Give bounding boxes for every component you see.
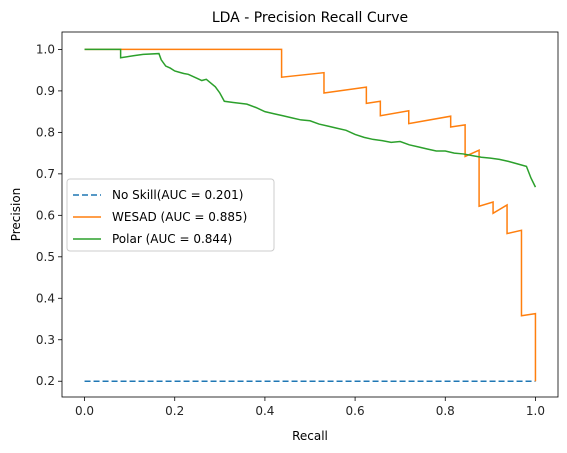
y-tick-label: 1.0 — [36, 42, 55, 56]
y-axis-ticks: 0.2 0.3 0.4 0.5 0.6 0.7 0.8 0.9 1.0 — [36, 42, 62, 388]
series-line-2 — [84, 48, 537, 188]
x-tick-label: 1.0 — [526, 404, 545, 418]
y-tick-label: 0.5 — [36, 250, 55, 264]
x-tick-label: 0.4 — [255, 404, 274, 418]
plot-frame — [61, 31, 559, 398]
series-line-1 — [84, 48, 537, 382]
y-tick-label: 0.4 — [36, 291, 55, 305]
y-tick-label: 0.2 — [36, 374, 55, 388]
x-tick-label: 0.2 — [165, 404, 184, 418]
x-axis-ticks: 0.0 0.2 0.4 0.6 0.8 1.0 — [75, 397, 545, 418]
y-tick-label: 0.9 — [36, 84, 55, 98]
y-tick-label: 0.3 — [36, 333, 55, 347]
y-axis-title: Precision — [9, 188, 23, 242]
y-tick-label: 0.8 — [36, 125, 55, 139]
legend: No Skill(AUC = 0.201) WESAD (AUC = 0.885)… — [66, 178, 275, 252]
legend-label: WESAD (AUC = 0.885) — [112, 210, 247, 224]
x-tick-label: 0.8 — [436, 404, 455, 418]
chart-title: LDA - Precision Recall Curve — [212, 10, 408, 26]
y-tick-label: 0.6 — [36, 208, 55, 222]
legend-frame — [66, 178, 275, 252]
legend-label: Polar (AUC = 0.844) — [112, 232, 232, 246]
y-tick-label: 0.7 — [36, 167, 55, 181]
legend-label: No Skill(AUC = 0.201) — [112, 188, 243, 202]
x-tick-label: 0.6 — [346, 404, 365, 418]
series-layer — [84, 48, 537, 382]
x-axis-title: Recall — [292, 429, 328, 443]
x-tick-label: 0.0 — [75, 404, 94, 418]
